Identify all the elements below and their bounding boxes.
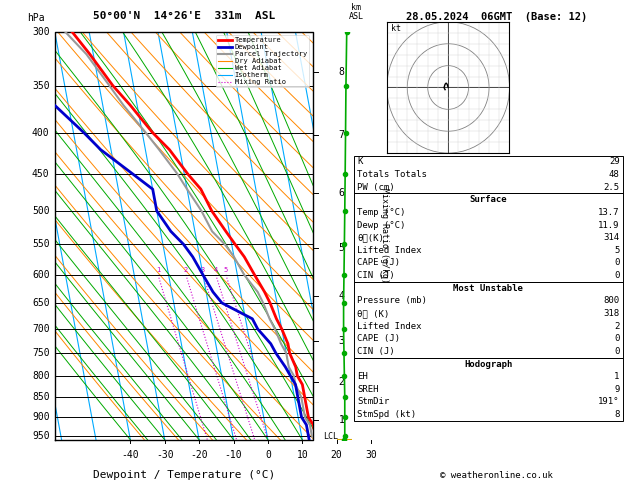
Legend: Temperature, Dewpoint, Parcel Trajectory, Dry Adiabat, Wet Adiabat, Isotherm, Mi: Temperature, Dewpoint, Parcel Trajectory… [216, 35, 309, 87]
Text: 30: 30 [365, 450, 377, 460]
Text: 28.05.2024  06GMT  (Base: 12): 28.05.2024 06GMT (Base: 12) [406, 12, 587, 22]
Text: Dewpoint / Temperature (°C): Dewpoint / Temperature (°C) [92, 470, 275, 481]
Text: 10: 10 [296, 450, 308, 460]
Text: 8: 8 [338, 68, 344, 77]
Text: 3: 3 [338, 336, 344, 346]
Text: CIN (J): CIN (J) [357, 271, 395, 280]
Text: -10: -10 [225, 450, 242, 460]
Text: 600: 600 [32, 270, 50, 280]
Text: 29: 29 [609, 157, 620, 166]
Text: 1: 1 [156, 267, 160, 273]
Text: 7: 7 [338, 130, 344, 140]
Text: 450: 450 [32, 169, 50, 179]
Text: Mixing Ratio (g/kg): Mixing Ratio (g/kg) [381, 188, 389, 283]
Text: PW (cm): PW (cm) [357, 183, 395, 191]
Text: 1: 1 [614, 372, 620, 381]
Text: Lifted Index: Lifted Index [357, 322, 422, 330]
Text: 2: 2 [184, 267, 188, 273]
Text: 0: 0 [614, 271, 620, 280]
Text: 13.7: 13.7 [598, 208, 620, 217]
Text: 850: 850 [32, 392, 50, 402]
Text: 9: 9 [614, 385, 620, 394]
Text: 191°: 191° [598, 398, 620, 406]
Text: 750: 750 [32, 348, 50, 358]
Text: K: K [357, 157, 363, 166]
Text: Hodograph: Hodograph [464, 360, 513, 368]
Text: Temp (°C): Temp (°C) [357, 208, 406, 217]
Text: kt: kt [391, 24, 401, 33]
Text: km
ASL: km ASL [349, 3, 364, 21]
Text: Totals Totals: Totals Totals [357, 170, 427, 179]
Text: CAPE (J): CAPE (J) [357, 259, 400, 267]
Text: Dewp (°C): Dewp (°C) [357, 221, 406, 229]
Text: θᴇ (K): θᴇ (K) [357, 309, 389, 318]
Text: 700: 700 [32, 324, 50, 334]
Text: 5: 5 [338, 243, 344, 253]
Text: 0: 0 [614, 347, 620, 356]
Text: Pressure (mb): Pressure (mb) [357, 296, 427, 305]
Text: StmSpd (kt): StmSpd (kt) [357, 410, 416, 419]
Text: hPa: hPa [27, 14, 45, 23]
Text: -40: -40 [121, 450, 139, 460]
Text: θᴇ(K): θᴇ(K) [357, 233, 384, 242]
Text: 2.5: 2.5 [603, 183, 620, 191]
Text: 1: 1 [338, 415, 344, 425]
Text: 400: 400 [32, 127, 50, 138]
Text: 500: 500 [32, 206, 50, 216]
Text: SREH: SREH [357, 385, 379, 394]
Text: 2: 2 [614, 322, 620, 330]
Text: 48: 48 [609, 170, 620, 179]
Text: © weatheronline.co.uk: © weatheronline.co.uk [440, 471, 554, 480]
Text: 318: 318 [603, 309, 620, 318]
Text: 650: 650 [32, 298, 50, 308]
Text: Most Unstable: Most Unstable [454, 284, 523, 293]
Text: 800: 800 [603, 296, 620, 305]
Text: -20: -20 [191, 450, 208, 460]
Text: 350: 350 [32, 81, 50, 91]
Text: 800: 800 [32, 371, 50, 381]
Text: 11.9: 11.9 [598, 221, 620, 229]
Text: CIN (J): CIN (J) [357, 347, 395, 356]
Text: 0: 0 [614, 334, 620, 343]
Text: Lifted Index: Lifted Index [357, 246, 422, 255]
Text: -30: -30 [156, 450, 174, 460]
Text: 0: 0 [265, 450, 271, 460]
Text: 4: 4 [338, 291, 344, 301]
Text: 6: 6 [338, 188, 344, 198]
Text: StmDir: StmDir [357, 398, 389, 406]
Text: 0: 0 [614, 259, 620, 267]
Text: 3: 3 [201, 267, 205, 273]
Text: 50°00'N  14°26'E  331m  ASL: 50°00'N 14°26'E 331m ASL [92, 11, 275, 21]
Text: EH: EH [357, 372, 368, 381]
Text: 5: 5 [614, 246, 620, 255]
Text: 950: 950 [32, 431, 50, 441]
Text: Surface: Surface [470, 195, 507, 204]
Text: 900: 900 [32, 412, 50, 422]
Text: 2: 2 [338, 377, 344, 387]
Text: 4: 4 [214, 267, 218, 273]
Text: 314: 314 [603, 233, 620, 242]
Text: 8: 8 [614, 410, 620, 419]
Text: 550: 550 [32, 239, 50, 249]
Text: 20: 20 [331, 450, 343, 460]
Text: 300: 300 [32, 27, 50, 36]
Text: CAPE (J): CAPE (J) [357, 334, 400, 343]
Text: 5: 5 [224, 267, 228, 273]
Text: LCL: LCL [323, 433, 338, 441]
